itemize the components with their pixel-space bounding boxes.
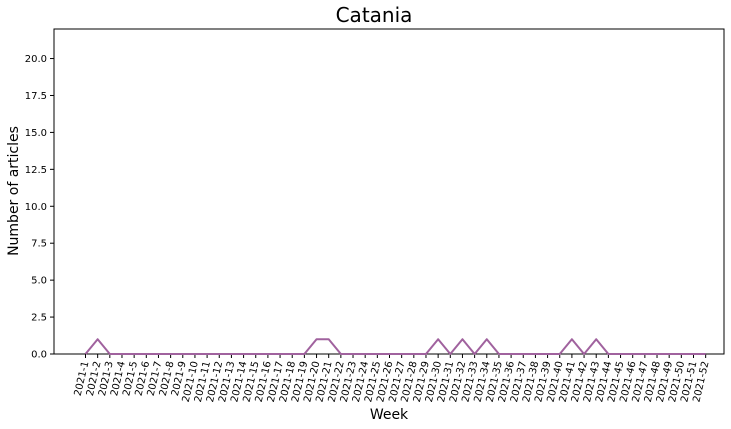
y-axis-label: Number of articles: [6, 126, 22, 256]
y-tick-label: 10.0: [25, 202, 47, 213]
plot-area: [53, 28, 725, 355]
series-polyline: [84, 338, 706, 355]
y-tick-label: 15.0: [25, 128, 47, 139]
y-tick-label: 2.5: [31, 313, 47, 324]
series-line: [84, 338, 706, 355]
y-tick-label: 0.0: [31, 350, 47, 361]
y-tick-label: 17.5: [25, 91, 47, 102]
chart-title: Catania: [336, 3, 413, 27]
x-axis-label: Week: [370, 407, 409, 423]
x-axis: 2021-12021-22021-32021-42021-52021-62021…: [73, 354, 712, 403]
y-axis: 0.0 2.5 5.0 7.5 10.0 12.5 15.0 17.5 20.0: [25, 54, 54, 361]
y-tick-label: 5.0: [31, 276, 47, 287]
y-tick-label: 20.0: [25, 54, 47, 65]
y-tick-label: 7.5: [31, 239, 47, 250]
y-tick-label: 12.5: [25, 165, 47, 176]
